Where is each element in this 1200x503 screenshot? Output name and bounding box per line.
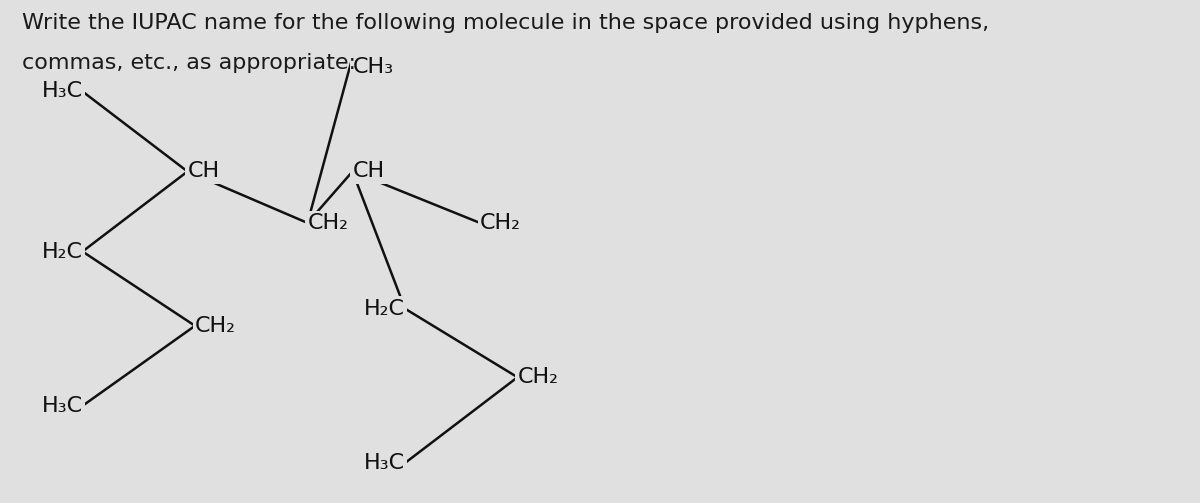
Text: H₂C: H₂C	[42, 241, 83, 262]
Text: CH₂: CH₂	[517, 367, 558, 387]
Text: commas, etc., as appropriate:: commas, etc., as appropriate:	[22, 53, 355, 73]
Text: CH₃: CH₃	[353, 57, 394, 77]
Text: Write the IUPAC name for the following molecule in the space provided using hyph: Write the IUPAC name for the following m…	[22, 13, 989, 33]
Text: CH₂: CH₂	[307, 213, 348, 233]
Text: H₃C: H₃C	[41, 396, 83, 416]
Text: CH₂: CH₂	[194, 316, 236, 336]
Text: H₃C: H₃C	[41, 81, 83, 102]
Text: CH: CH	[353, 161, 385, 182]
Text: CH₂: CH₂	[480, 213, 521, 233]
Text: H₂C: H₂C	[364, 299, 406, 319]
Text: H₃C: H₃C	[364, 453, 406, 473]
Text: CH: CH	[187, 161, 220, 182]
